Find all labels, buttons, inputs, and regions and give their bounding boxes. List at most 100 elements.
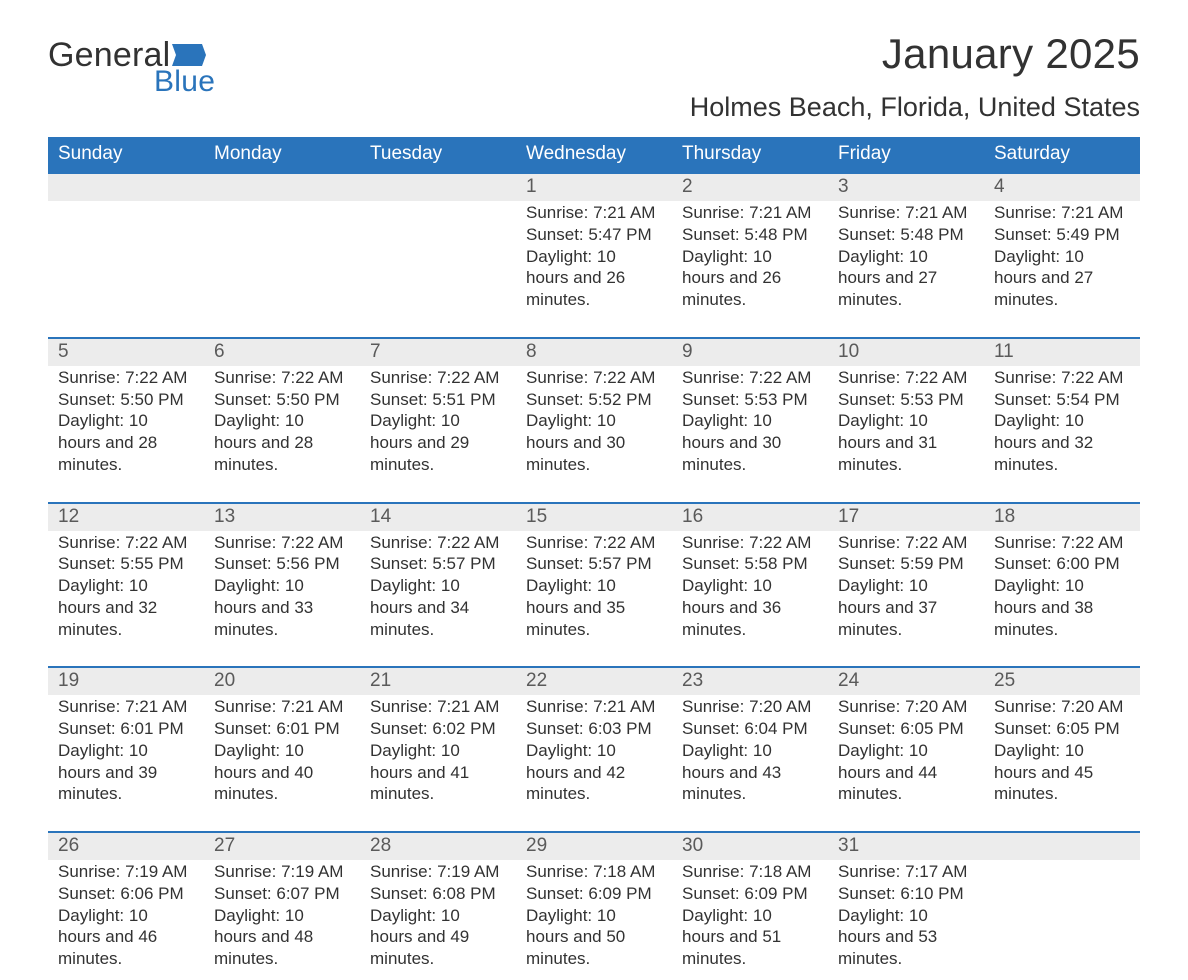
sunrise-text: Sunrise: 7:21 AM — [58, 696, 194, 718]
sunset-text: Sunset: 5:51 PM — [370, 389, 506, 411]
sunrise-text: Sunrise: 7:22 AM — [214, 367, 350, 389]
daylight-text: Daylight: 10 hours and 41 minutes. — [370, 740, 506, 805]
day-number: 27 — [204, 833, 360, 860]
sunset-text: Sunset: 5:58 PM — [682, 553, 818, 575]
daylight-text: Daylight: 10 hours and 31 minutes. — [838, 410, 974, 475]
sunset-text: Sunset: 6:00 PM — [994, 553, 1130, 575]
day-detail-cell — [48, 201, 204, 337]
day-details-row: Sunrise: 7:22 AMSunset: 5:50 PMDaylight:… — [48, 366, 1140, 502]
sunrise-text: Sunrise: 7:21 AM — [526, 696, 662, 718]
title-block: January 2025 Holmes Beach, Florida, Unit… — [690, 36, 1140, 123]
day-detail-cell: Sunrise: 7:19 AMSunset: 6:08 PMDaylight:… — [360, 860, 516, 980]
day-number — [360, 174, 516, 201]
day-number: 9 — [672, 339, 828, 366]
day-number: 6 — [204, 339, 360, 366]
sunrise-text: Sunrise: 7:19 AM — [58, 861, 194, 883]
day-number-row: 567891011 — [48, 339, 1140, 366]
day-detail-cell: Sunrise: 7:22 AMSunset: 5:55 PMDaylight:… — [48, 531, 204, 667]
weeks-container: 1234Sunrise: 7:21 AMSunset: 5:47 PMDayli… — [48, 172, 1140, 980]
daylight-text: Daylight: 10 hours and 27 minutes. — [994, 246, 1130, 311]
day-detail-cell: Sunrise: 7:22 AMSunset: 5:57 PMDaylight:… — [516, 531, 672, 667]
sunset-text: Sunset: 6:06 PM — [58, 883, 194, 905]
day-detail-cell: Sunrise: 7:22 AMSunset: 5:50 PMDaylight:… — [204, 366, 360, 502]
sunrise-text: Sunrise: 7:20 AM — [838, 696, 974, 718]
weekday-header: Wednesday — [516, 137, 672, 172]
day-detail-cell: Sunrise: 7:22 AMSunset: 5:50 PMDaylight:… — [48, 366, 204, 502]
day-number: 23 — [672, 668, 828, 695]
calendar-grid: Sunday Monday Tuesday Wednesday Thursday… — [48, 137, 1140, 980]
sunrise-text: Sunrise: 7:22 AM — [994, 532, 1130, 554]
daylight-text: Daylight: 10 hours and 34 minutes. — [370, 575, 506, 640]
day-number: 4 — [984, 174, 1140, 201]
day-number: 16 — [672, 504, 828, 531]
daylight-text: Daylight: 10 hours and 45 minutes. — [994, 740, 1130, 805]
day-number-row: 262728293031 — [48, 833, 1140, 860]
day-detail-cell: Sunrise: 7:21 AMSunset: 5:48 PMDaylight:… — [672, 201, 828, 337]
sunrise-text: Sunrise: 7:18 AM — [682, 861, 818, 883]
sunrise-text: Sunrise: 7:17 AM — [838, 861, 974, 883]
daylight-text: Daylight: 10 hours and 40 minutes. — [214, 740, 350, 805]
day-detail-cell — [360, 201, 516, 337]
day-detail-cell: Sunrise: 7:21 AMSunset: 5:47 PMDaylight:… — [516, 201, 672, 337]
day-details-row: Sunrise: 7:22 AM Sunset: 5:55 PM Daylight:… — [48, 531, 1140, 667]
day-number — [48, 174, 204, 201]
calendar-week-row: 12131415161718Sunrise: 7:22 AMSunset: 5:… — [48, 502, 1140, 667]
day-detail-cell: Sunrise: 7:22 AMSunset: 5:59 PMDaylight:… — [828, 531, 984, 667]
daylight-text: Daylight: 10 hours and 33 minutes. — [214, 575, 350, 640]
weekday-header: Sunday — [48, 137, 204, 172]
day-detail-cell: Sunrise: 7:22 AMSunset: 5:57 PMDaylight:… — [360, 531, 516, 667]
sunset-text: Sunset: 5:50 PM — [214, 389, 350, 411]
day-number: 5 — [48, 339, 204, 366]
day-number: 29 — [516, 833, 672, 860]
calendar-week-row: 567891011Sunrise: 7:22 AMSunset: 5:50 PM… — [48, 337, 1140, 502]
day-number: 22 — [516, 668, 672, 695]
day-detail-cell: Sunrise: 7:18 AMSunset: 6:09 PMDaylight:… — [672, 860, 828, 980]
weekday-header: Friday — [828, 137, 984, 172]
day-detail-cell: Sunrise: 7:22 AMSunset: 5:53 PMDaylight:… — [828, 366, 984, 502]
daylight-text: Daylight: 10 hours and 27 minutes. — [838, 246, 974, 311]
day-number: 10 — [828, 339, 984, 366]
sunrise-text: Sunrise: 7:21 AM — [682, 202, 818, 224]
sunset-text: Sunset: 5:55 PM — [58, 553, 194, 575]
sunrise-text: Sunrise: 7:22 AM — [682, 367, 818, 389]
sunrise-text: Sunrise: 7:22 AM — [370, 532, 506, 554]
sunrise-text: Sunrise: 7:19 AM — [370, 861, 506, 883]
day-number-row: 19202122232425 — [48, 668, 1140, 695]
day-detail-cell: Sunrise: 7:21 AMSunset: 5:48 PMDaylight:… — [828, 201, 984, 337]
weekday-header: Saturday — [984, 137, 1140, 172]
weekday-header: Thursday — [672, 137, 828, 172]
sunset-text: Sunset: 6:02 PM — [370, 718, 506, 740]
sunrise-text: Sunrise: 7:20 AM — [994, 696, 1130, 718]
daylight-text: Daylight: 10 hours and 26 minutes. — [682, 246, 818, 311]
sunset-text: Sunset: 5:53 PM — [682, 389, 818, 411]
day-details-row: Sunrise: 7:21 AMSunset: 6:01 PMDaylight:… — [48, 695, 1140, 831]
sunset-text: Sunset: 6:08 PM — [370, 883, 506, 905]
daylight-text: Daylight: 10 hours and 46 minutes. — [58, 905, 194, 970]
daylight-text: Daylight: 10 hours and 28 minutes. — [58, 410, 194, 475]
sunset-text: Sunset: 6:01 PM — [214, 718, 350, 740]
daylight-text: Daylight: 10 hours and 43 minutes. — [682, 740, 818, 805]
weekday-header: Monday — [204, 137, 360, 172]
calendar-week-row: 19202122232425Sunrise: 7:21 AMSunset: 6:… — [48, 666, 1140, 831]
daylight-text: Daylight: 10 hours and 36 minutes. — [682, 575, 818, 640]
day-number: 8 — [516, 339, 672, 366]
sunrise-text: Sunrise: 7:22 AM — [214, 532, 350, 554]
day-detail-cell — [204, 201, 360, 337]
sunset-text: Sunset: 5:52 PM — [526, 389, 662, 411]
sunset-text: Sunset: 6:01 PM — [58, 718, 194, 740]
day-number: 11 — [984, 339, 1140, 366]
day-number: 12 — [48, 504, 204, 531]
day-detail-cell: Sunrise: 7:21 AMSunset: 6:01 PMDaylight:… — [204, 695, 360, 831]
sunset-text: Sunset: 5:47 PM — [526, 224, 662, 246]
daylight-text: Daylight: 10 hours and 49 minutes. — [370, 905, 506, 970]
sunrise-text: Sunrise: 7:22 AM — [838, 367, 974, 389]
day-number: 7 — [360, 339, 516, 366]
day-details-row: Sunrise: 7:19 AMSunset: 6:06 PMDaylight:… — [48, 860, 1140, 980]
daylight-text: Daylight: 10 hours and 50 minutes. — [526, 905, 662, 970]
sunrise-text: Sunrise: 7:21 AM — [994, 202, 1130, 224]
sunrise-text: Sunrise: 7:21 AM — [370, 696, 506, 718]
sunset-text: Sunset: 6:07 PM — [214, 883, 350, 905]
sunset-text: Sunset: 5:49 PM — [994, 224, 1130, 246]
daylight-text: Daylight: 10 hours and 44 minutes. — [838, 740, 974, 805]
sunrise-text: Sunrise: 7:20 AM — [682, 696, 818, 718]
